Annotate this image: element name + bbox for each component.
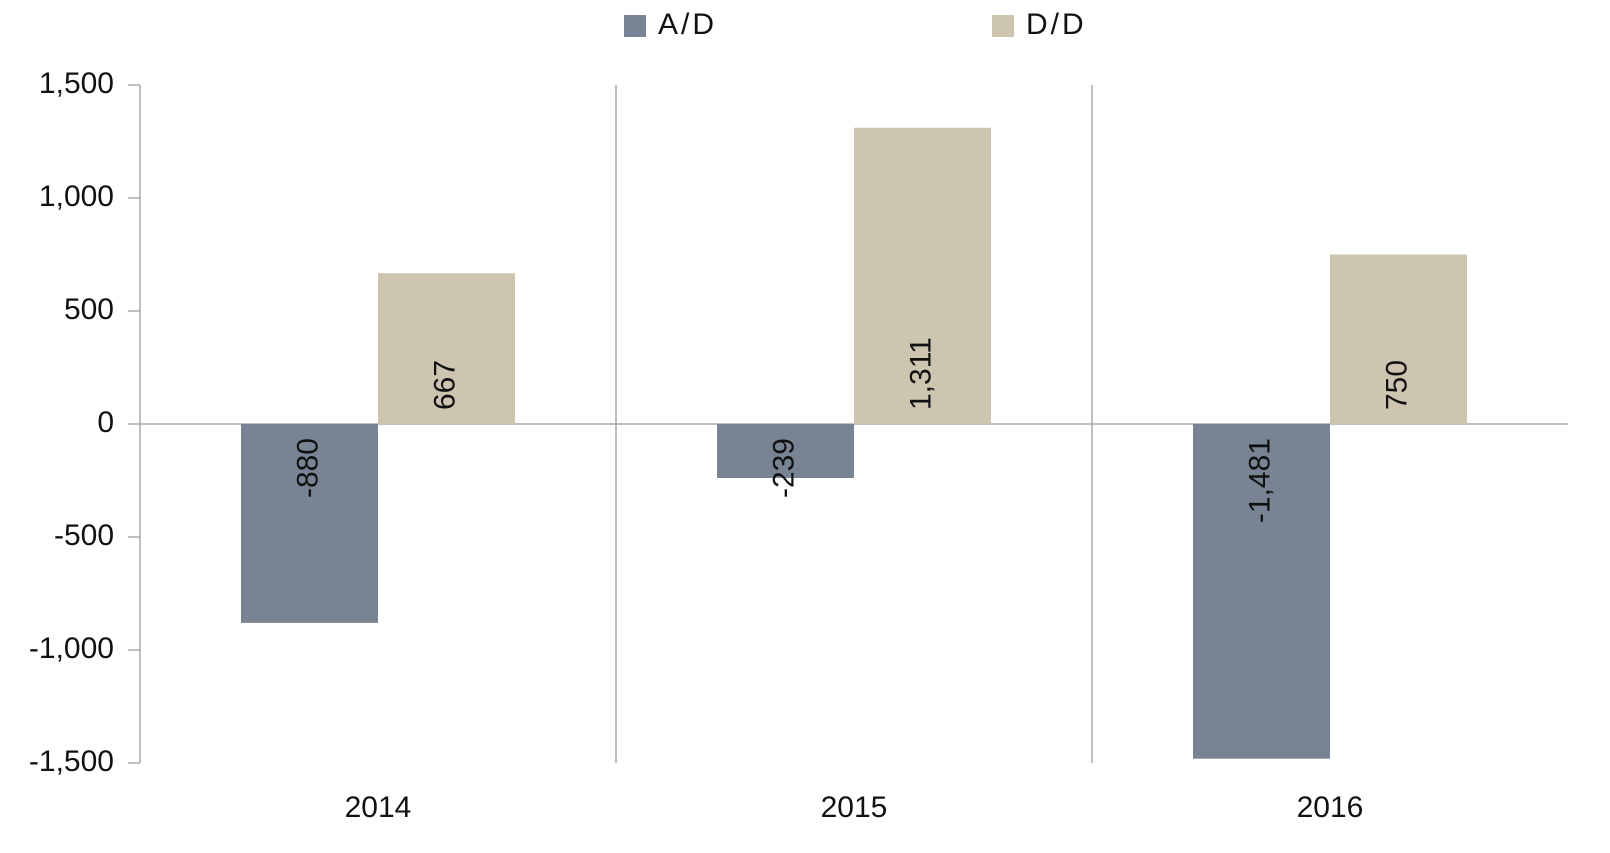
bar [717, 424, 854, 479]
x-tick-label: 2015 [821, 791, 888, 824]
bar [241, 424, 378, 623]
y-tick-label: -1,000 [29, 632, 114, 665]
y-tick-label: 500 [64, 293, 114, 326]
bar [1193, 424, 1330, 759]
x-tick-label: 2016 [1297, 791, 1364, 824]
data-label: -239 [767, 438, 800, 498]
y-tick-label: 1,500 [39, 67, 114, 100]
data-label: 750 [1380, 360, 1413, 410]
bar [854, 127, 991, 425]
legend-label: A/D [658, 8, 717, 41]
data-label: -1,481 [1243, 438, 1276, 523]
y-tick-label: 1,000 [39, 180, 114, 213]
data-label: 1,311 [904, 337, 937, 410]
legend-swatch [624, 15, 646, 37]
bar [1330, 254, 1467, 424]
data-label: 667 [428, 360, 461, 410]
legend-swatch [992, 15, 1014, 37]
x-tick-label: 2014 [345, 791, 412, 824]
legend-label: D/D [1026, 8, 1087, 41]
data-label: -880 [291, 438, 324, 498]
y-tick-label: 0 [97, 406, 114, 439]
y-tick-label: -500 [54, 519, 114, 552]
y-tick-label: -1,500 [29, 745, 114, 778]
bar [378, 273, 515, 424]
